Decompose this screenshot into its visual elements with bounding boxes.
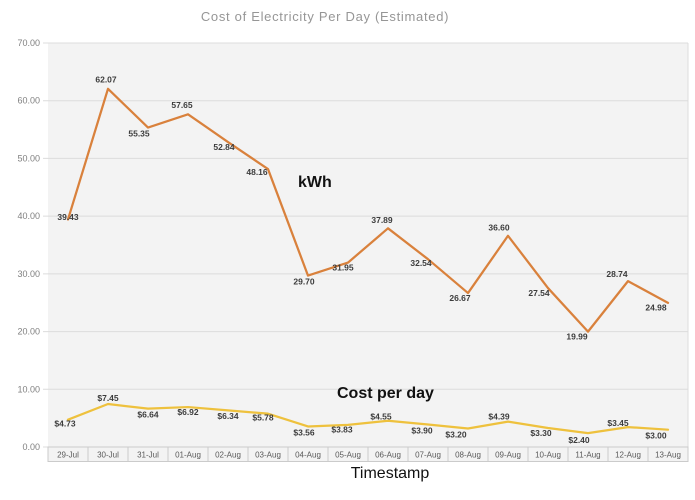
data-label-cost: $4.39 xyxy=(488,411,510,421)
data-label-kwh: 57.65 xyxy=(171,100,193,110)
x-category-label: 02-Aug xyxy=(215,451,241,460)
data-label-cost: $3.45 xyxy=(607,418,629,428)
y-tick-label: 30.00 xyxy=(17,269,40,279)
data-label-cost: $2.40 xyxy=(568,435,590,445)
chart-title: Cost of Electricity Per Day (Estimated) xyxy=(200,9,450,24)
data-label-kwh: 62.07 xyxy=(95,75,117,85)
y-tick-label: 10.00 xyxy=(17,384,40,394)
x-category-label: 04-Aug xyxy=(295,451,321,460)
x-category-label: 07-Aug xyxy=(415,451,441,460)
x-category-cell xyxy=(647,446,689,462)
x-category-label: 05-Aug xyxy=(335,451,361,460)
data-label-cost: $4.73 xyxy=(54,419,76,429)
data-label-kwh: 32.54 xyxy=(410,258,432,268)
data-label-cost: $3.56 xyxy=(293,427,315,437)
y-tick-label: 50.00 xyxy=(17,153,40,163)
data-label-cost: $6.64 xyxy=(137,409,159,419)
data-label-cost: $5.78 xyxy=(252,412,274,422)
series-line-kwh xyxy=(66,87,670,333)
x-category-label: 13-Aug xyxy=(655,451,681,460)
data-label-kwh: 31.95 xyxy=(332,262,354,272)
y-tick-label: 0.00 xyxy=(22,442,40,452)
data-label-cost: $6.34 xyxy=(217,411,239,421)
data-label-kwh: 27.54 xyxy=(528,288,550,298)
series-line-cost xyxy=(66,402,670,435)
series-label-kwh: kWh xyxy=(298,174,332,191)
x-axis-title: Timestamp xyxy=(350,465,430,482)
data-label-kwh: 52.84 xyxy=(213,142,235,152)
data-label-kwh: 24.98 xyxy=(645,303,667,313)
data-label-cost: $6.92 xyxy=(177,407,199,417)
data-label-cost: $7.45 xyxy=(97,393,119,403)
x-category-label: 30-Jul xyxy=(97,451,119,460)
data-label-kwh: 48.16 xyxy=(246,167,268,177)
x-category-label: 03-Aug xyxy=(255,451,281,460)
x-category-label: 31-Jul xyxy=(137,451,159,460)
data-label-kwh: 36.60 xyxy=(488,223,510,233)
x-category-label: 11-Aug xyxy=(575,451,600,460)
series-label-cost: Cost per day xyxy=(337,385,434,402)
data-label-cost: $3.83 xyxy=(331,425,353,435)
y-tick-label: 40.00 xyxy=(17,211,40,221)
data-label-kwh: 37.89 xyxy=(371,215,393,225)
x-category-label: 09-Aug xyxy=(495,451,521,460)
data-label-kwh: 29.70 xyxy=(293,276,315,286)
x-category-label: 10-Aug xyxy=(535,451,561,460)
data-label-kwh: 19.99 xyxy=(566,331,588,341)
data-label-cost: $3.30 xyxy=(530,428,552,438)
data-label-cost: $3.90 xyxy=(411,425,433,435)
x-category-label: 08-Aug xyxy=(455,451,481,460)
x-category-label: 06-Aug xyxy=(375,451,401,460)
data-label-kwh: 28.74 xyxy=(606,269,628,279)
data-label-cost: $3.00 xyxy=(645,430,667,440)
data-label-kwh: 26.67 xyxy=(449,293,471,303)
y-tick-label: 70.00 xyxy=(17,38,40,48)
x-category-label: 12-Aug xyxy=(615,451,641,460)
data-label-cost: $3.20 xyxy=(445,429,467,439)
y-tick-label: 20.00 xyxy=(17,327,40,337)
y-tick-label: 60.00 xyxy=(17,96,40,106)
data-label-kwh: 55.35 xyxy=(128,128,150,138)
plot-area xyxy=(48,43,688,462)
data-label-cost: $4.55 xyxy=(370,412,392,422)
x-category-label: 29-Jul xyxy=(57,451,79,460)
x-category-label: 01-Aug xyxy=(175,451,201,460)
data-label-kwh: 39.43 xyxy=(57,212,79,222)
